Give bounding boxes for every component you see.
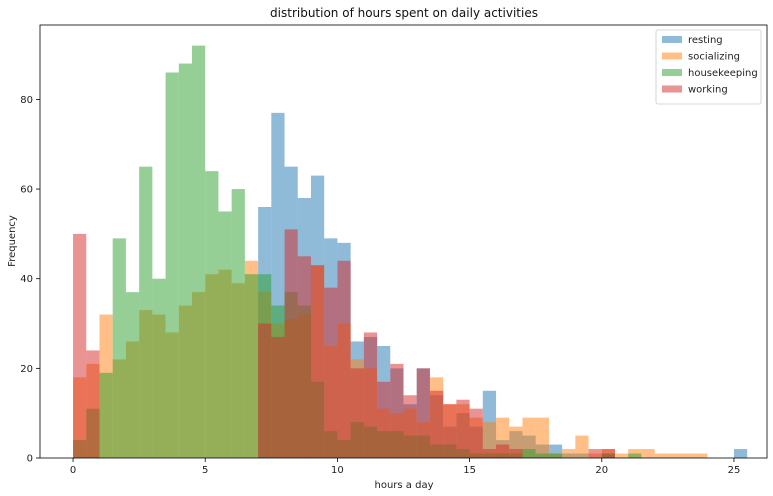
bar-housekeeping: [99, 372, 113, 458]
x-axis-label: hours a day: [375, 480, 434, 491]
x-tick-label: 10: [331, 465, 344, 476]
bar-working: [390, 363, 404, 458]
bar-resting: [733, 449, 748, 458]
bar-housekeeping: [218, 211, 232, 458]
bar-housekeeping: [152, 278, 166, 458]
y-tick-label: 40: [20, 274, 33, 285]
bar-working: [496, 444, 510, 458]
bar-working: [297, 256, 311, 458]
bar-housekeeping: [535, 453, 549, 458]
plot-area: [73, 45, 748, 459]
bar-housekeeping: [112, 238, 126, 458]
x-tick-label: 25: [728, 465, 741, 476]
bar-working: [310, 265, 325, 458]
y-tick-label: 60: [20, 185, 33, 196]
legend: resting socializing housekeeping working: [655, 29, 762, 105]
bar-working: [416, 368, 430, 458]
bar-socializing: [614, 453, 629, 458]
bar-housekeeping: [139, 166, 153, 458]
bar-housekeeping: [231, 189, 245, 458]
x-tick-label: 15: [463, 465, 476, 476]
bar-housekeeping: [244, 274, 259, 458]
plot-frame: [39, 24, 768, 459]
bar-working: [86, 350, 100, 458]
x-axis: 0 5 10 15 20 25: [70, 458, 740, 476]
bar-working: [284, 229, 298, 458]
legend-box: [655, 29, 762, 105]
bar-socializing: [681, 453, 695, 458]
bar-socializing: [654, 453, 668, 458]
y-tick-label: 20: [20, 364, 33, 375]
bar-housekeeping: [522, 449, 536, 458]
bar-working: [469, 408, 483, 458]
bar-housekeeping: [192, 45, 206, 459]
bar-working: [601, 449, 615, 458]
bar-working: [429, 390, 444, 458]
bar-working: [456, 399, 470, 458]
x-tick-label: 5: [202, 465, 208, 476]
y-tick-label: 80: [20, 95, 33, 106]
bar-socializing: [667, 453, 682, 458]
bar-housekeeping: [548, 453, 563, 458]
bar-socializing: [535, 417, 549, 458]
bar-working: [258, 323, 272, 458]
bar-socializing: [482, 422, 497, 458]
bar-working: [73, 233, 87, 458]
bar-working: [403, 395, 417, 458]
legend-swatch-housekeeping: [662, 69, 682, 76]
bar-working: [588, 449, 602, 458]
legend-label-resting: resting: [688, 35, 723, 46]
x-tick-label: 20: [595, 465, 608, 476]
y-tick-label: 0: [27, 454, 33, 465]
bar-working: [509, 449, 523, 458]
legend-label-housekeeping: housekeeping: [688, 68, 758, 79]
bar-socializing: [694, 453, 708, 458]
bar-working: [363, 332, 378, 458]
series-working: [73, 229, 615, 458]
bar-working: [271, 336, 285, 458]
x-tick-label: 0: [70, 465, 76, 476]
bar-housekeeping: [165, 72, 179, 458]
y-axis-label: Frequency: [7, 215, 18, 267]
bar-working: [482, 449, 497, 458]
bar-working: [350, 368, 364, 458]
legend-label-socializing: socializing: [688, 52, 740, 63]
bar-socializing: [562, 449, 576, 458]
bar-working: [337, 260, 351, 458]
bar-working: [324, 287, 338, 458]
bar-housekeeping: [628, 453, 642, 458]
chart-title: distribution of hours spent on daily act…: [270, 6, 538, 20]
legend-swatch-working: [662, 85, 682, 93]
legend-swatch-socializing: [662, 52, 682, 60]
y-axis: 0 20 40 60 80: [20, 95, 40, 465]
legend-label-working: working: [688, 85, 728, 96]
bar-working: [443, 404, 457, 458]
bar-housekeeping: [205, 171, 219, 458]
bar-housekeeping: [125, 292, 140, 458]
bar-socializing: [575, 435, 589, 458]
bar-working: [377, 381, 391, 458]
bar-socializing: [522, 417, 536, 458]
bar-housekeeping: [178, 63, 193, 459]
bar-socializing: [641, 449, 655, 458]
legend-swatch-resting: [662, 36, 682, 43]
